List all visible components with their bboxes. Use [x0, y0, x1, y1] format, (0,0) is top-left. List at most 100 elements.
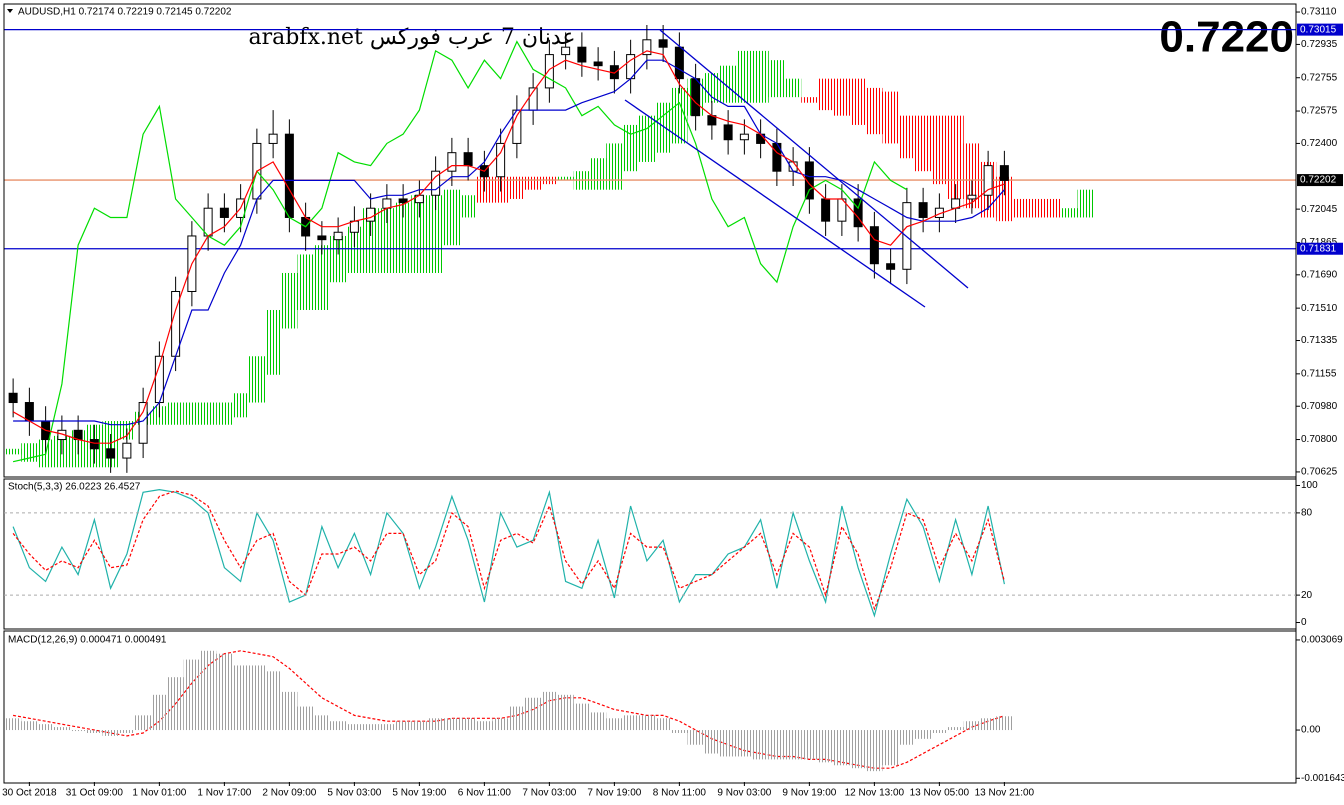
candle-body	[366, 207, 376, 222]
histogram-bar	[996, 716, 1013, 731]
histogram-bar	[622, 715, 639, 731]
histogram-bar	[151, 694, 168, 731]
cloud-segment	[866, 87, 883, 135]
cloud-segment	[963, 143, 980, 209]
candle-body	[203, 207, 213, 237]
candle-body	[739, 133, 749, 141]
histogram-bar	[248, 665, 265, 731]
candle-body	[398, 198, 408, 204]
chart-title: AUDUSD,H1 0.72174 0.72219 0.72145 0.7220…	[18, 7, 232, 18]
histogram-bar	[21, 721, 38, 731]
x-tick-label: 9 Nov 19:00	[782, 788, 836, 799]
candle-body	[382, 198, 392, 209]
y-tick-label: 0.72575	[1301, 106, 1338, 117]
cloud-segment	[671, 87, 688, 144]
histogram-bar	[167, 677, 184, 731]
histogram-bar	[281, 691, 298, 731]
y-tick-label: 0.70800	[1301, 434, 1338, 445]
cloud-segment	[752, 50, 769, 103]
indicator-line	[12, 40, 908, 463]
histogram-bar	[37, 724, 54, 731]
candle-body	[691, 78, 701, 117]
indicator-line	[12, 50, 1005, 444]
histogram-bar	[703, 730, 720, 754]
histogram-bar	[557, 694, 574, 731]
x-tick-label: 5 Nov 19:00	[392, 788, 446, 799]
candle-body	[138, 402, 148, 444]
histogram-bar	[687, 730, 704, 745]
histogram-bar	[53, 727, 70, 731]
candle-body	[349, 220, 359, 233]
cloud-segment	[882, 91, 899, 144]
cloud-segment	[736, 50, 753, 103]
x-tick-label: 13 Nov 05:00	[910, 788, 970, 799]
cloud-segment	[232, 393, 249, 418]
cloud-segment	[508, 176, 525, 199]
cloud-segment	[378, 208, 395, 273]
histogram-bar	[313, 715, 330, 731]
histogram-bar	[606, 718, 623, 731]
cloud-segment	[281, 272, 298, 329]
histogram-bar	[785, 730, 802, 760]
cloud-segment	[5, 448, 22, 455]
candle-body	[122, 442, 132, 459]
cloud-segment	[590, 158, 607, 190]
cloud-segment	[703, 73, 720, 103]
y-tick-label: 0	[1301, 617, 1307, 628]
candle-body	[967, 194, 977, 200]
x-tick-label: 9 Nov 03:00	[717, 788, 771, 799]
histogram-bar	[541, 691, 558, 731]
candle-body	[869, 226, 879, 265]
y-tick-label: 20	[1301, 590, 1313, 601]
y-tick-label: 0.71690	[1301, 269, 1338, 280]
y-tick-label: 0.70625	[1301, 467, 1338, 478]
y-tick-label: 80	[1301, 508, 1313, 519]
histogram-bar	[5, 718, 22, 731]
histogram-bar	[346, 724, 363, 731]
candle-body	[447, 152, 457, 172]
candle-body	[577, 46, 587, 63]
histogram-bar	[671, 730, 688, 733]
cloud-segment	[947, 115, 964, 199]
histogram-bar	[720, 730, 737, 757]
cloud-segment	[785, 78, 802, 98]
histogram-bar	[460, 718, 477, 731]
y-tick-label: 0.72755	[1301, 72, 1338, 83]
menu-arrow[interactable]	[7, 9, 13, 13]
cloud-segment	[216, 402, 233, 425]
cloud-segment	[768, 60, 785, 98]
candle-body	[463, 152, 473, 167]
cloud-segment	[460, 195, 477, 218]
candle-body	[674, 46, 684, 80]
cloud-segment	[1045, 198, 1062, 218]
histogram-bar	[492, 718, 509, 731]
candle-body	[658, 39, 668, 48]
oscillator-line	[12, 488, 1005, 618]
y-tick-label: 0.71865	[1301, 237, 1338, 248]
price-line-box	[1297, 23, 1343, 36]
histogram-bar	[655, 718, 672, 731]
cloud-segment	[411, 195, 428, 273]
histogram-bar	[200, 650, 217, 731]
y-tick-label: 0.73110	[1301, 7, 1337, 18]
histogram-bar	[573, 703, 590, 731]
cloud-segment	[1012, 198, 1029, 218]
histogram-bar	[525, 697, 542, 731]
cloud-segment	[1028, 198, 1045, 218]
cloud-segment	[395, 202, 412, 273]
histogram-bar	[70, 730, 87, 732]
cloud-segment	[427, 195, 444, 273]
x-tick-label: 6 Nov 11:00	[458, 788, 512, 799]
x-tick-label: 13 Nov 21:00	[975, 788, 1035, 799]
cloud-segment	[817, 78, 834, 111]
cloud-segment	[638, 115, 655, 162]
x-tick-label: 5 Nov 03:00	[327, 788, 381, 799]
candle-body	[219, 207, 229, 218]
cloud-segment	[801, 97, 818, 103]
candle-body	[918, 202, 928, 218]
histogram-bar	[817, 730, 834, 763]
x-tick-label: 1 Nov 17:00	[197, 788, 251, 799]
cloud-segment	[606, 143, 623, 190]
candle-body	[999, 165, 1009, 181]
histogram-bar	[183, 659, 200, 731]
